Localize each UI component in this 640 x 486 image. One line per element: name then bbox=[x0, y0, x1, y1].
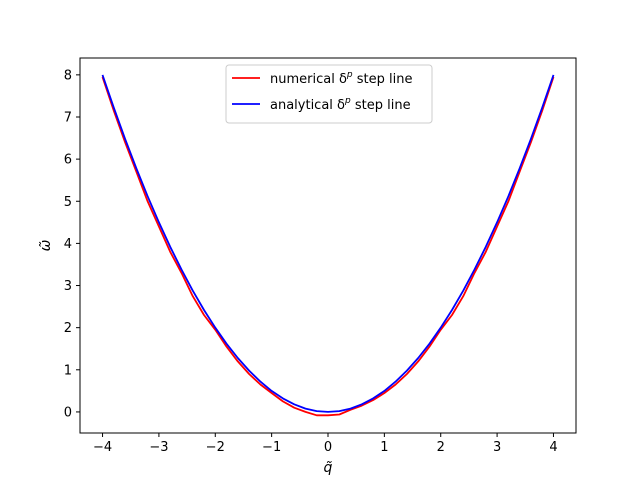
series-line-numerical bbox=[101, 76, 555, 417]
y-axis-ticks: 0 1 2 3 4 5 6 7 8 bbox=[64, 68, 80, 420]
x-axis-label: q̃ bbox=[324, 460, 333, 476]
y-tick-label: 0 bbox=[64, 405, 72, 420]
legend-label-suffix: step line bbox=[353, 72, 413, 87]
plot-lines bbox=[101, 74, 555, 417]
y-tick-label: 7 bbox=[64, 110, 72, 125]
y-tick-label: 4 bbox=[64, 237, 72, 252]
x-tick-label: 3 bbox=[493, 440, 501, 455]
x-tick-label: −4 bbox=[93, 440, 112, 455]
legend-label: numerical δp step line bbox=[270, 70, 413, 87]
x-tick-label: 1 bbox=[380, 440, 388, 455]
y-tick-label: 8 bbox=[64, 68, 72, 83]
x-tick-label: 4 bbox=[549, 440, 557, 455]
y-tick-label: 2 bbox=[64, 321, 72, 336]
series-line-analytical bbox=[101, 74, 555, 413]
legend-label-superscript: p bbox=[344, 96, 351, 106]
legend-label-main: analytical δ bbox=[270, 98, 345, 113]
y-tick-label: 3 bbox=[64, 279, 72, 294]
y-tick-label: 5 bbox=[64, 195, 72, 210]
legend-label-main: numerical δ bbox=[270, 72, 347, 87]
x-tick-label: 2 bbox=[437, 440, 445, 455]
x-tick-label: −2 bbox=[206, 440, 225, 455]
legend-box bbox=[225, 64, 433, 124]
y-tick-label: 1 bbox=[64, 363, 72, 378]
y-tick-label: 6 bbox=[64, 153, 72, 168]
legend-label: analytical δp step line bbox=[270, 96, 411, 113]
x-tick-label: −1 bbox=[262, 440, 281, 455]
x-tick-label: 0 bbox=[324, 440, 332, 455]
y-axis-label: ω̃ bbox=[38, 239, 54, 251]
x-tick-label: −3 bbox=[149, 440, 168, 455]
x-axis-ticks: −4 −3 −2 −1 0 1 2 3 4 bbox=[93, 433, 558, 455]
legend-label-superscript: p bbox=[346, 70, 353, 80]
legend-label-suffix: step line bbox=[351, 98, 411, 113]
